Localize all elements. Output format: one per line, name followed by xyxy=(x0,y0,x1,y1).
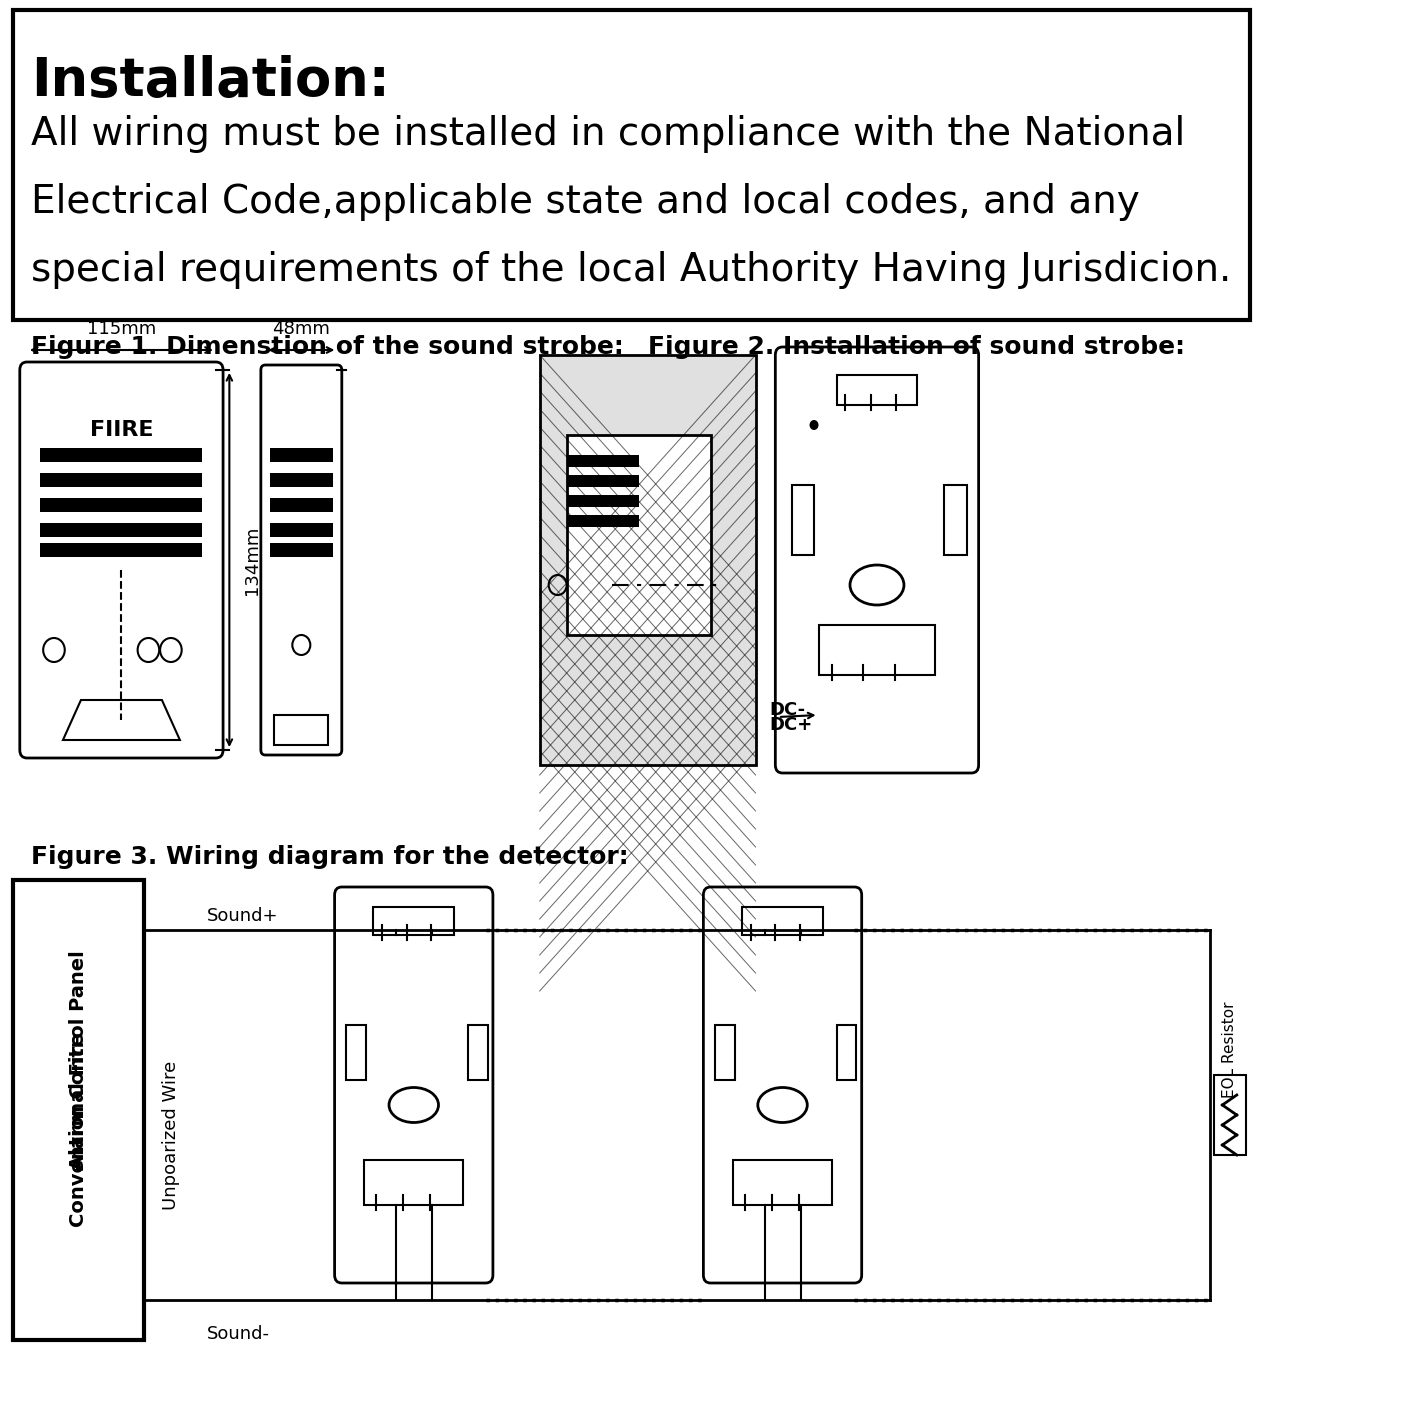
Ellipse shape xyxy=(758,1088,808,1123)
Bar xyxy=(365,1159,463,1204)
Bar xyxy=(540,355,756,765)
Ellipse shape xyxy=(850,565,904,606)
Bar xyxy=(566,456,639,467)
Text: DC+: DC+ xyxy=(770,716,812,735)
Text: DC-: DC- xyxy=(770,701,805,719)
Bar xyxy=(41,472,202,486)
Bar xyxy=(715,1025,735,1080)
FancyBboxPatch shape xyxy=(704,887,862,1283)
Bar xyxy=(566,435,711,635)
Text: Figure 2. Installation of sound strobe:: Figure 2. Installation of sound strobe: xyxy=(648,335,1185,359)
Circle shape xyxy=(809,421,819,430)
Bar xyxy=(269,449,332,463)
FancyBboxPatch shape xyxy=(335,887,494,1283)
FancyBboxPatch shape xyxy=(261,365,342,756)
Bar xyxy=(566,475,639,486)
Bar xyxy=(14,10,1251,320)
Bar xyxy=(742,907,823,935)
Bar xyxy=(792,485,815,555)
Text: Sound+: Sound+ xyxy=(207,907,279,925)
Text: Alarm Control Panel: Alarm Control Panel xyxy=(69,951,88,1169)
Text: 115mm: 115mm xyxy=(87,320,156,338)
Text: Sound-: Sound- xyxy=(207,1325,269,1343)
Bar xyxy=(819,625,935,674)
Text: Conventional Fire: Conventional Fire xyxy=(69,1033,88,1227)
Bar xyxy=(566,495,639,508)
Bar xyxy=(566,515,639,527)
Bar xyxy=(373,907,454,935)
Bar xyxy=(41,543,202,557)
Text: special requirements of the local Authority Having Jurisdicion.: special requirements of the local Author… xyxy=(31,251,1232,289)
Text: Unpoarized Wire: Unpoarized Wire xyxy=(161,1060,179,1210)
Text: 134mm: 134mm xyxy=(243,526,261,594)
Text: FIIRE: FIIRE xyxy=(90,421,153,440)
Text: Figure 3. Wiring diagram for the detector:: Figure 3. Wiring diagram for the detecto… xyxy=(31,845,629,869)
Bar xyxy=(14,880,144,1340)
Ellipse shape xyxy=(388,1088,439,1123)
Bar xyxy=(41,498,202,512)
Text: Figure 1. Dimenstion of the sound strobe:: Figure 1. Dimenstion of the sound strobe… xyxy=(31,335,624,359)
Bar xyxy=(468,1025,488,1080)
Text: EOL Resistor: EOL Resistor xyxy=(1223,1002,1237,1098)
FancyBboxPatch shape xyxy=(20,362,223,758)
Bar xyxy=(269,472,332,486)
Bar xyxy=(733,1159,831,1204)
Bar xyxy=(269,523,332,537)
FancyBboxPatch shape xyxy=(775,348,979,773)
Bar xyxy=(1214,1075,1246,1155)
Text: 48mm: 48mm xyxy=(272,320,331,338)
Bar xyxy=(837,1025,857,1080)
Text: All wiring must be installed in compliance with the National: All wiring must be installed in complian… xyxy=(31,115,1186,153)
Text: Installation:: Installation: xyxy=(31,55,390,107)
Bar xyxy=(269,543,332,557)
Bar xyxy=(41,449,202,463)
Bar xyxy=(275,715,328,744)
Bar xyxy=(269,498,332,512)
Bar xyxy=(41,523,202,537)
Text: Electrical Code,applicable state and local codes, and any: Electrical Code,applicable state and loc… xyxy=(31,184,1140,222)
Bar xyxy=(945,485,967,555)
Bar xyxy=(346,1025,366,1080)
Bar xyxy=(837,374,917,405)
